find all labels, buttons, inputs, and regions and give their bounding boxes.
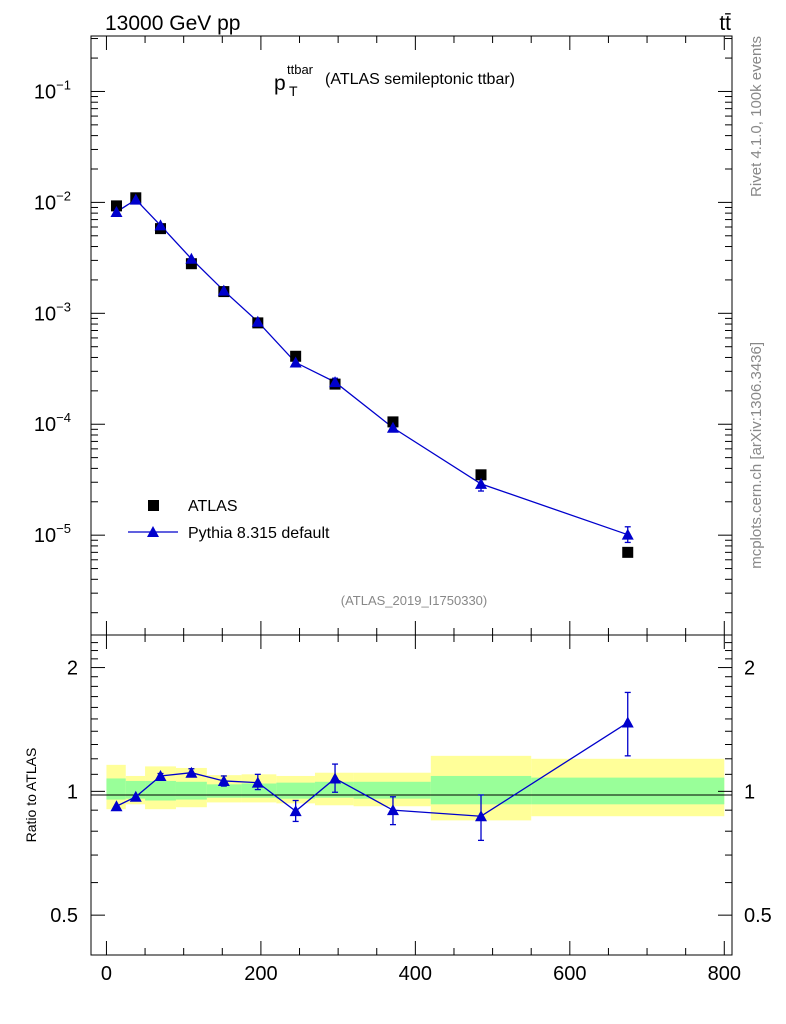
rivet-version-label: Rivet 4.1.0, 100k events (748, 36, 765, 197)
ratio-band-inner (314, 781, 354, 798)
ratio-y-tick-label-right: 2 (744, 658, 755, 680)
data-point (290, 350, 302, 362)
x-tick-labels: 0 200 400 600 800 (101, 963, 741, 985)
ratio-uncertainty-bands (106, 755, 725, 821)
mc-series-line (116, 198, 628, 536)
ratio-mc-point (217, 774, 230, 786)
ratio-band-inner (206, 784, 242, 798)
ratio-mc-point (289, 805, 302, 817)
ratio-mc-point (386, 804, 399, 816)
analysis-label: (ATLAS_2019_I1750330) (341, 593, 487, 608)
mc-point (386, 421, 399, 433)
x-tick-label: 600 (553, 963, 586, 985)
ratio-band-inner (353, 781, 431, 799)
legend-mc-marker (147, 526, 159, 537)
chart-title-rest: (ATLAS semileptonic ttbar) (325, 71, 515, 88)
ratio-band-inner (241, 783, 277, 798)
process-label: tt̄ (719, 12, 731, 35)
mc-point (154, 219, 167, 231)
mc-point (217, 284, 230, 296)
data-point (622, 546, 634, 558)
ratio-band-inner (531, 777, 725, 805)
ratio-frame (90, 634, 733, 956)
main-y-tick-labels: 10−1 10−2 10−3 10−4 10−5 (34, 77, 71, 547)
mc-points (110, 193, 634, 540)
chart-title-p: p (274, 72, 286, 95)
ratio-band-inner (276, 782, 315, 799)
mc-point (621, 528, 634, 540)
main-y-tick-label: 10−1 (34, 77, 71, 103)
main-frame (90, 35, 733, 636)
mc-point (289, 356, 302, 368)
mc-point (251, 315, 264, 327)
mc-point (329, 376, 342, 388)
main-y-tick-label: 10−4 (34, 410, 71, 436)
ratio-band-inner (125, 780, 146, 799)
ratio-mc-point (110, 800, 123, 812)
legend-data-label: ATLAS (188, 498, 238, 515)
mc-error-bars (254, 319, 631, 544)
legend-data-marker (148, 500, 159, 511)
ratio-band-inner (106, 778, 126, 800)
ratio-y-tick-label-right: 0.5 (744, 905, 772, 927)
ratio-axis-ticks (91, 634, 732, 956)
ratio-mc-point (621, 716, 634, 728)
ratio-mc-point (251, 776, 264, 788)
ratio-y-tick-label-right: 1 (744, 781, 755, 803)
main-y-tick-label: 10−5 (34, 521, 71, 547)
ratio-mc-point (185, 766, 198, 778)
ratio-band-inner (175, 781, 207, 800)
ratio-mc-point (329, 772, 342, 784)
mc-point (110, 205, 123, 217)
mc-line (116, 198, 628, 536)
main-y-tick-label: 10−2 (34, 188, 71, 214)
ratio-y-axis-label: Ratio to ATLAS (23, 748, 39, 843)
ratio-mc-point (129, 790, 142, 802)
main-y-tick-label: 10−3 (34, 299, 71, 325)
x-tick-label: 0 (101, 963, 112, 985)
ratio-mc-points (110, 716, 634, 822)
main-axis-ticks (91, 36, 732, 635)
legend-mc-label: Pythia 8.315 default (188, 525, 330, 542)
ratio-mc-point (154, 769, 167, 781)
ratio-band-inner (145, 780, 176, 801)
data-point (475, 469, 487, 481)
chart-title-sup: ttbar (287, 62, 314, 77)
ratio-y-tick-label: 1 (67, 781, 78, 803)
ratio-y-tick-label: 2 (67, 658, 78, 680)
ratio-y-tick-label: 0.5 (50, 905, 78, 927)
mc-point (129, 193, 142, 205)
x-tick-label: 200 (244, 963, 277, 985)
data-point (110, 200, 122, 212)
x-tick-label: 400 (399, 963, 432, 985)
energy-label: 13000 GeV pp (105, 12, 240, 35)
chart-title-sub: T (289, 83, 298, 99)
ratio-y-tick-labels: 0.5 0.5 1 1 2 2 (50, 658, 772, 928)
mcplots-label: mcplots.cern.ch [arXiv:1306.3436] (748, 342, 765, 569)
ratio-panel: 0.5 0.5 1 1 2 2 0 200 400 600 800 Ratio to ATLAS (23, 634, 772, 985)
ratio-mc-point (475, 810, 488, 822)
mc-point (475, 477, 488, 489)
main-panel: 10−1 10−2 10−3 10−4 10−5 p T ttbar (ATLAS se… (34, 35, 733, 636)
mc-point (185, 252, 198, 264)
x-tick-label: 800 (708, 963, 741, 985)
